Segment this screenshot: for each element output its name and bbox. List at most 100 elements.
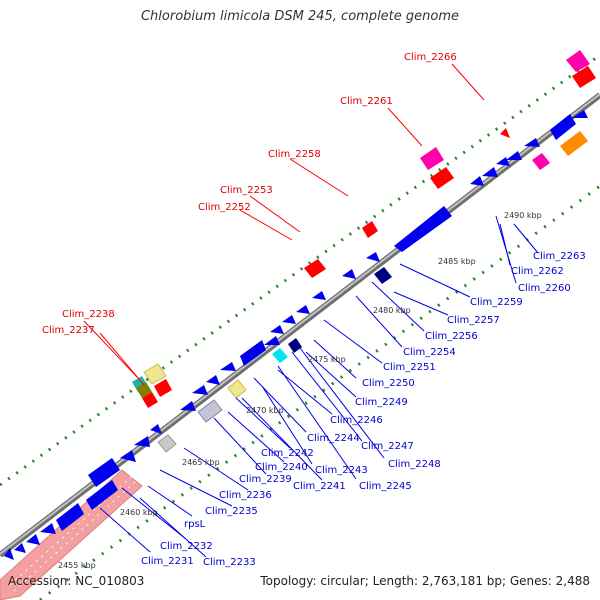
gene-label[interactable]: Clim_2263 xyxy=(533,251,586,262)
gene-label[interactable]: Clim_2238 xyxy=(62,309,115,320)
gene-arrow-red xyxy=(154,379,172,397)
gene-box-cyan xyxy=(272,348,288,363)
tick-label: 2465 kbp xyxy=(182,458,220,467)
gene-arrow xyxy=(56,503,84,531)
gene-label[interactable]: Clim_2231 xyxy=(141,556,194,567)
gene-label[interactable]: Clim_2257 xyxy=(447,315,500,326)
gene-arrow xyxy=(496,157,510,166)
gene-arrow xyxy=(220,362,236,371)
genome-summary-text: Topology: circular; Length: 2,763,181 bp… xyxy=(260,574,590,588)
gene-label[interactable]: Clim_2253 xyxy=(220,185,273,196)
gene-label[interactable]: Clim_2248 xyxy=(388,459,441,470)
tick-label: 2475 kbp xyxy=(308,355,346,364)
gene-arrow-red xyxy=(142,392,158,408)
gene-label[interactable]: Clim_2235 xyxy=(205,506,258,517)
gene-box-magenta xyxy=(532,153,550,170)
gene-arrow xyxy=(26,534,40,545)
reverse-strand-genes xyxy=(4,110,588,560)
gene-arrow xyxy=(264,336,280,345)
gene-label[interactable]: Clim_2259 xyxy=(470,297,523,308)
tick-label: 2470 kbp xyxy=(246,406,284,415)
gene-arrow xyxy=(40,523,56,534)
map-title: Chlorobium limicola DSM 245, complete ge… xyxy=(140,9,460,24)
gene-box-orange xyxy=(560,131,588,156)
gene-label[interactable]: Clim_2242 xyxy=(261,448,314,459)
gene-arrow xyxy=(506,151,522,160)
tick-labels: 2455 kbp 2460 kbp 2465 kbp 2470 kbp 2475… xyxy=(58,211,542,570)
gene-label[interactable]: Clim_2261 xyxy=(340,96,393,107)
gene-arrow-red xyxy=(430,167,454,189)
gene-arrow-red xyxy=(304,259,326,278)
gene-label[interactable]: Clim_2245 xyxy=(359,481,412,492)
tick-label: 2460 kbp xyxy=(120,508,158,517)
forward-callouts xyxy=(83,63,485,386)
gene-arrow-red xyxy=(572,66,596,88)
gene-label[interactable]: Clim_2249 xyxy=(355,397,408,408)
gene-label[interactable]: Clim_2260 xyxy=(518,283,571,294)
outer-dot-track xyxy=(0,53,600,487)
tick-label: 2490 kbp xyxy=(504,211,542,220)
forward-gene-labels: Clim_2237 Clim_2238 Clim_2252 Clim_2253 … xyxy=(42,52,457,336)
gene-box-navy xyxy=(288,338,302,353)
gene-label[interactable]: Clim_2233 xyxy=(203,557,256,568)
gene-arrow xyxy=(206,375,220,385)
gene-arrow xyxy=(366,252,380,262)
gene-arrow xyxy=(524,138,540,147)
gene-arrow xyxy=(88,458,120,487)
reverse-strand-colored-genes xyxy=(157,131,588,453)
gene-label[interactable]: Clim_2256 xyxy=(425,331,478,342)
gene-label[interactable]: Clim_2239 xyxy=(239,474,292,485)
gene-box-navy xyxy=(374,267,392,284)
gene-arrow xyxy=(282,315,296,324)
gene-arrow xyxy=(120,450,136,462)
reverse-callouts xyxy=(99,215,539,558)
gene-arrow xyxy=(572,110,588,118)
gene-box-magenta xyxy=(566,50,590,72)
tick-label: 2455 kbp xyxy=(58,561,96,570)
gene-arrow xyxy=(550,114,576,140)
gene-arrow xyxy=(14,543,26,553)
forward-strand-genes xyxy=(132,50,596,408)
gene-arrow xyxy=(394,206,452,252)
gene-label[interactable]: Clim_2241 xyxy=(293,481,346,492)
gene-arrow xyxy=(150,424,162,434)
gene-label[interactable]: Clim_2251 xyxy=(383,362,436,373)
gene-arrow xyxy=(4,548,14,560)
gene-arrow-red xyxy=(362,221,378,238)
gene-arrow xyxy=(192,385,208,395)
gene-label[interactable]: Clim_2236 xyxy=(219,490,272,501)
gene-arrow xyxy=(482,167,498,177)
gene-label[interactable]: Clim_2266 xyxy=(404,52,457,63)
gene-label[interactable]: rpsL xyxy=(184,519,206,530)
gene-arrow xyxy=(342,269,356,279)
gene-box-khaki xyxy=(143,363,167,385)
gene-label[interactable]: Clim_2244 xyxy=(307,433,360,444)
gene-label[interactable]: Clim_2254 xyxy=(403,347,456,358)
tick-label: 2480 kbp xyxy=(373,306,411,315)
gene-arrow xyxy=(240,340,266,366)
inner-dot-track xyxy=(39,184,600,600)
gene-label[interactable]: Clim_2252 xyxy=(198,202,251,213)
gene-label[interactable]: Clim_2258 xyxy=(268,149,321,160)
gene-arrow xyxy=(86,480,118,510)
gene-label[interactable]: Clim_2262 xyxy=(511,266,564,277)
gene-arrow xyxy=(180,401,196,411)
gene-label[interactable]: Clim_2247 xyxy=(361,441,414,452)
gene-box-yellow xyxy=(227,379,247,399)
gene-arrow xyxy=(312,291,326,300)
tick-label: 2485 kbp xyxy=(438,257,476,266)
gene-label[interactable]: Clim_2232 xyxy=(160,541,213,552)
gene-label[interactable]: Clim_2240 xyxy=(255,462,308,473)
gene-box-lightgray xyxy=(157,434,177,453)
gene-arrow xyxy=(470,176,484,186)
gene-label[interactable]: Clim_2246 xyxy=(330,415,383,426)
gene-box-magenta xyxy=(420,147,444,170)
gene-arrow-red xyxy=(500,128,510,138)
gene-label[interactable]: Clim_2237 xyxy=(42,325,95,336)
gene-label[interactable]: Clim_2243 xyxy=(315,465,368,476)
gene-label[interactable]: Clim_2250 xyxy=(362,378,415,389)
gene-arrow xyxy=(134,436,150,447)
gene-arrow xyxy=(270,325,284,334)
